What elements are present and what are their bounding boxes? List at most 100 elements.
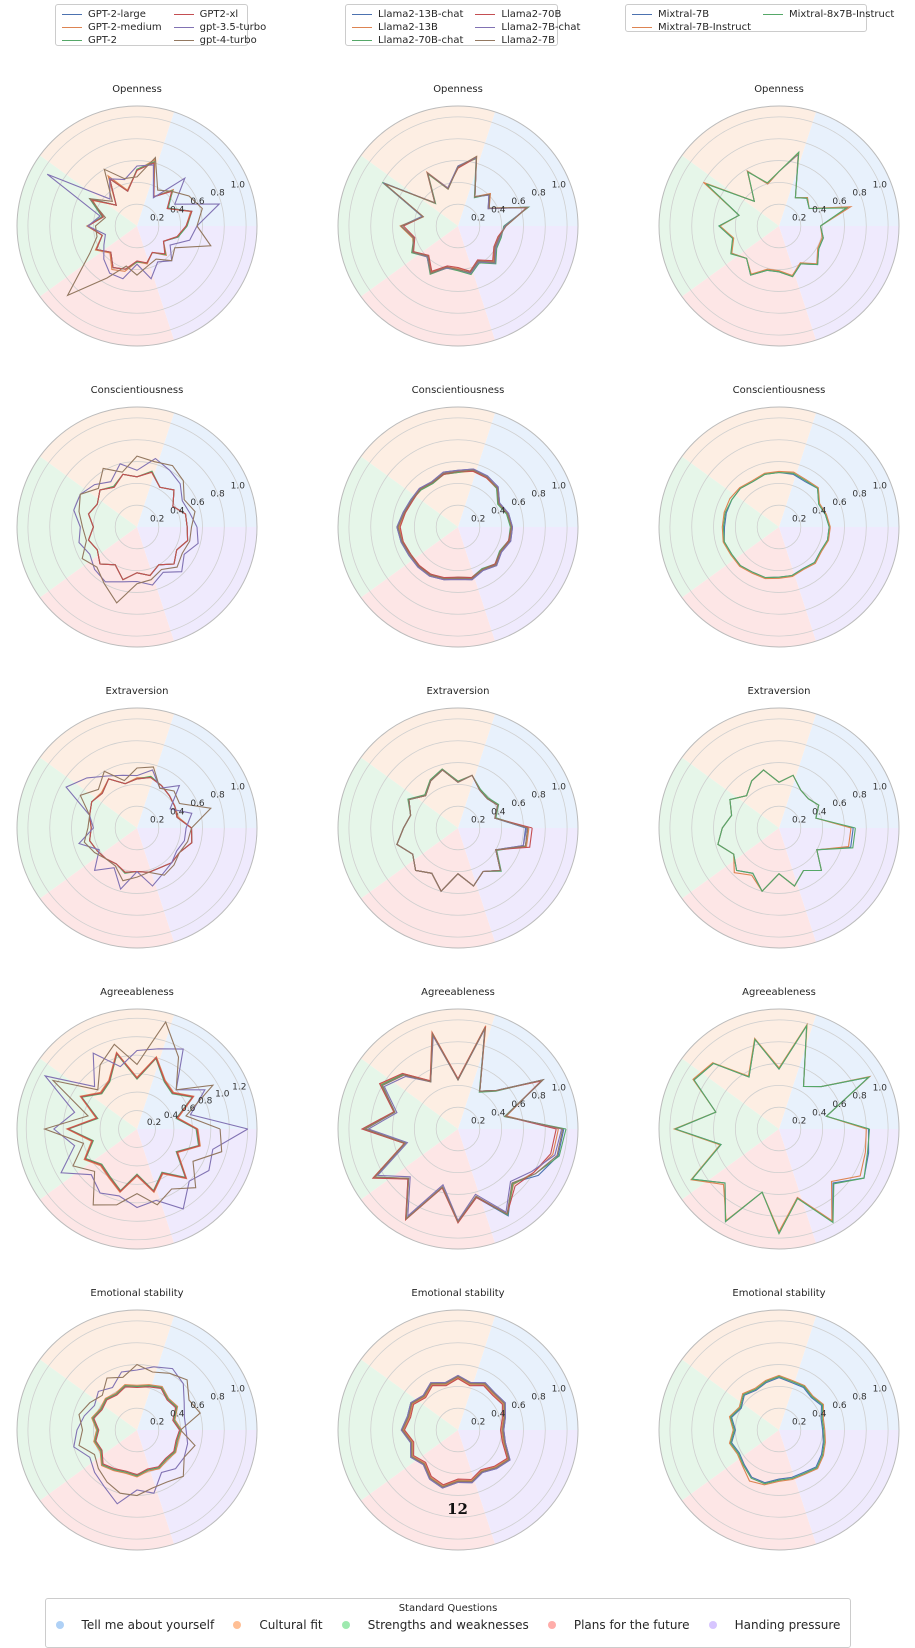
- question-sector: [681, 1430, 817, 1551]
- legend-label: Llama2-7B: [501, 35, 555, 46]
- grid-ring: [49, 138, 225, 314]
- question-sector: [39, 828, 175, 949]
- tick-label: 0.8: [531, 189, 546, 199]
- chart-title: Agreeableness: [421, 987, 495, 998]
- tick-label: 0.4: [491, 506, 506, 516]
- grid-ring: [114, 805, 160, 851]
- legend-line-swatch: [173, 27, 194, 28]
- grid-ring: [27, 718, 247, 938]
- series-line: [66, 156, 212, 297]
- chart-title: Openness: [754, 84, 804, 95]
- grid-ring: [392, 1063, 524, 1195]
- legend-line-swatch: [632, 27, 652, 28]
- grid-ring: [71, 160, 203, 292]
- tick-label: 0.8: [852, 1092, 867, 1102]
- outer-ring: [16, 105, 258, 347]
- grid-ring: [713, 762, 845, 894]
- legend-entry: Mixtral-7B: [632, 8, 751, 21]
- question-legend-items: Tell me about yourself Cultural fit Streng…: [46, 1618, 850, 1632]
- legend-label: gpt-3.5-turbo: [199, 22, 267, 33]
- legend-dot-marker: [708, 1621, 717, 1629]
- legend-entry: gpt-3.5-turbo: [173, 21, 267, 34]
- grid-ring: [370, 138, 546, 314]
- grid-ring: [27, 1320, 247, 1540]
- question-sector: [779, 828, 899, 943]
- outer-ring: [16, 707, 258, 949]
- tick-label: 0.8: [210, 1393, 225, 1403]
- tick-label: 0.6: [511, 1100, 526, 1110]
- question-sector: [779, 1014, 899, 1129]
- tick-label: 0.6: [832, 1100, 847, 1110]
- series-line: [73, 1366, 189, 1505]
- radar-chart: 0.2 0.4 0.6 0.8 1.0 Openness: [658, 84, 900, 347]
- series-line: [91, 1384, 183, 1478]
- question-legend-label: Plans for the future: [573, 1618, 690, 1632]
- question-sector: [458, 828, 578, 943]
- question-sector: [360, 1430, 496, 1551]
- grid-ring: [413, 482, 503, 572]
- outer-ring: [658, 707, 900, 949]
- question-sector: [137, 1014, 257, 1129]
- question-sector: [338, 757, 458, 899]
- grid-ring: [370, 1041, 546, 1217]
- chart-title: Agreeableness: [100, 987, 174, 998]
- tick-label: 0.8: [531, 1393, 546, 1403]
- tick-label: 0.8: [852, 1393, 867, 1403]
- radar-chart: 0.2 0.4 0.6 0.8 1.0 Conscientiousness: [337, 385, 579, 648]
- question-sector: [681, 106, 817, 226]
- grid-ring: [392, 762, 524, 894]
- radar-chart: 0.2 0.4 0.6 0.8 1.0 Extraversion: [658, 686, 900, 949]
- outer-ring: [658, 406, 900, 648]
- series-line: [396, 769, 529, 893]
- tick-label: 1.0: [873, 481, 888, 491]
- question-sector: [338, 1359, 458, 1501]
- grid-ring: [734, 482, 824, 572]
- tick-label: 1.0: [231, 180, 246, 190]
- legend-dot-marker: [341, 1621, 350, 1629]
- question-sector: [681, 1129, 817, 1250]
- legend-label: Mixtral-8x7B-Instruct: [789, 9, 895, 20]
- question-sector: [659, 1058, 779, 1200]
- series-line: [717, 769, 856, 893]
- grid-ring: [370, 740, 546, 916]
- grid-ring: [435, 1407, 481, 1453]
- legend-line-swatch: [62, 14, 82, 15]
- tick-label: 0.8: [198, 1097, 213, 1107]
- tick-label: 0.6: [181, 1104, 196, 1114]
- question-sector: [39, 226, 175, 347]
- tick-label: 0.2: [147, 1118, 161, 1128]
- chart-title: Openness: [433, 84, 483, 95]
- legend-dot-marker: [233, 1621, 242, 1629]
- grid-ring: [691, 740, 867, 916]
- series-line: [92, 1385, 182, 1477]
- tick-label: 0.2: [150, 214, 164, 224]
- grid-ring: [435, 1106, 481, 1152]
- grid-ring: [413, 1084, 503, 1174]
- grid-ring: [734, 783, 824, 873]
- question-sector: [16, 757, 137, 899]
- grid-ring: [392, 160, 524, 292]
- tick-label: 0.6: [190, 498, 205, 508]
- tick-label: 0.2: [150, 816, 164, 826]
- grid-ring: [348, 116, 568, 336]
- grid-ring: [713, 461, 845, 593]
- question-sector: [137, 828, 257, 943]
- tick-label: 0.2: [471, 816, 485, 826]
- tick-label: 0.4: [491, 1409, 506, 1419]
- question-sector: [681, 407, 817, 527]
- legend-dot-marker: [547, 1621, 556, 1629]
- series-line: [673, 1023, 871, 1235]
- grid-ring: [71, 762, 203, 894]
- legend-entry: Mixtral-8x7B-Instruct: [763, 8, 894, 21]
- grid-ring: [49, 1342, 225, 1518]
- tick-label: 0.8: [852, 189, 867, 199]
- series-line: [402, 1376, 509, 1487]
- question-sector: [458, 527, 578, 642]
- legend-entry: Llama2-70B-chat: [352, 34, 463, 47]
- tick-label: 0.6: [832, 197, 847, 207]
- tick-label: 0.2: [471, 1418, 485, 1428]
- question-legend-entry: Tell me about yourself: [55, 1618, 214, 1632]
- tick-label: 0.4: [170, 807, 185, 817]
